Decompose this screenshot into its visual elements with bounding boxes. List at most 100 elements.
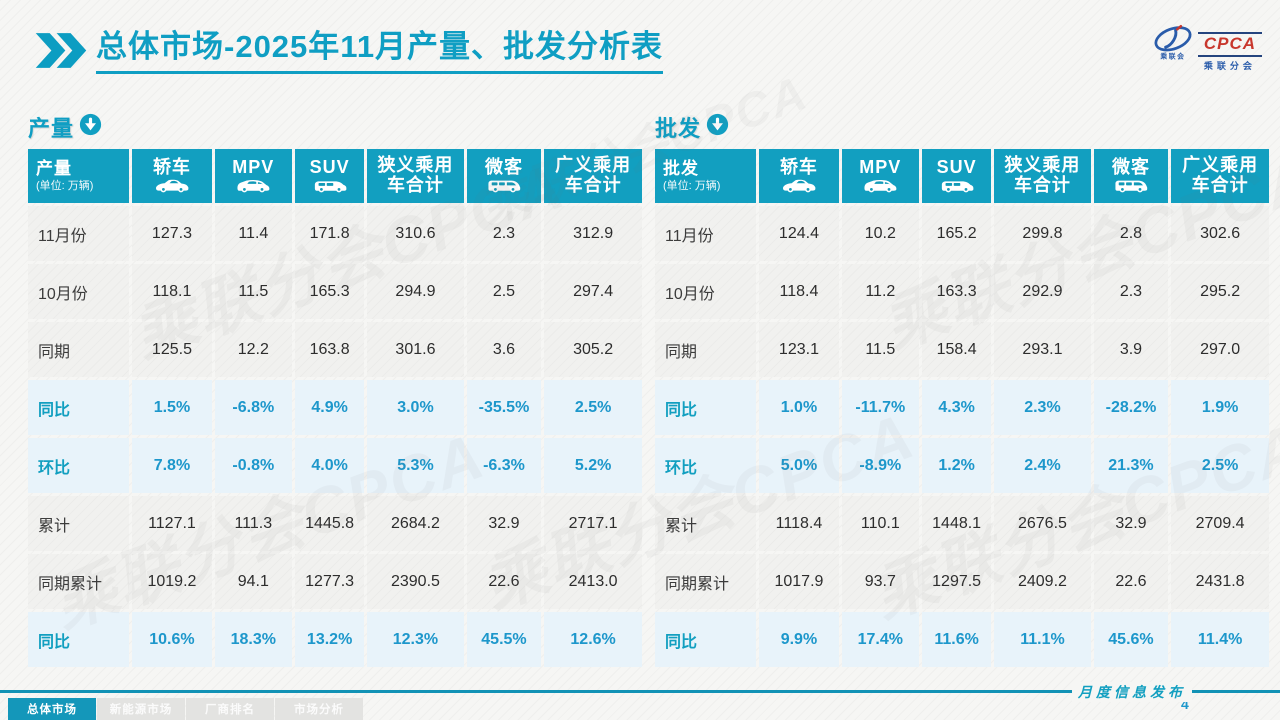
logo-subtitle: 乘联分会	[1203, 60, 1256, 71]
table-cell: 163.8	[295, 322, 365, 377]
table-cell: 32.9	[466, 496, 542, 551]
table-cell: 2717.1	[544, 496, 642, 551]
row-label: 同期累计	[28, 554, 130, 609]
footer-tab-新能源市场[interactable]: 新能源市场	[97, 698, 185, 720]
production-section-label: 产量	[28, 116, 75, 141]
column-header-sedan: 轿车	[132, 149, 212, 203]
table-cell: 4.3%	[922, 380, 992, 435]
table-cell: 3.9	[1093, 322, 1169, 377]
page-title: 总体市场-2025年11月产量、批发分析表	[96, 29, 664, 75]
table-row: 同期 123.1 11.5 158.4 293.1 3.9 297.0	[655, 322, 1269, 377]
column-header-total: 狭义乘用车合计	[367, 149, 464, 203]
column-header-microvan: 微客	[466, 149, 542, 203]
footer-tab-厂商排名[interactable]: 厂商排名	[186, 698, 274, 720]
corner-cell: 批发 (单位: 万辆)	[655, 149, 757, 203]
table-cell: 10.6%	[132, 612, 212, 667]
production-table: 产量 (单位: 万辆) 轿车 MPV SUV 狭义乘用车合计 微客 广义乘用车合计 11月…	[25, 146, 645, 670]
table-cell: 2684.2	[367, 496, 464, 551]
wholesale-table: 批发 (单位: 万辆) 轿车 MPV SUV 狭义乘用车合计 微客 广义乘用车合计 11月…	[652, 146, 1272, 670]
table-row: 同比 9.9% 17.4% 11.6% 11.1% 45.6% 11.4%	[655, 612, 1269, 667]
table-cell: 11.2	[841, 264, 920, 319]
table-row: 同期累计 1017.9 93.7 1297.5 2409.2 22.6 2431.8	[655, 554, 1269, 609]
column-label: 狭义乘用车合计	[1004, 155, 1081, 195]
table-cell: 2.4%	[994, 438, 1091, 493]
table-cell: 1118.4	[759, 496, 839, 551]
table-row: 环比 7.8% -0.8% 4.0% 5.3% -6.3% 5.2%	[28, 438, 642, 493]
table-cell: 1.2%	[922, 438, 992, 493]
table-cell: 295.2	[1171, 264, 1269, 319]
cpca-swoosh-icon: 乘联会	[1152, 24, 1194, 67]
table-cell: 5.2%	[544, 438, 642, 493]
corner-cell: 产量 (单位: 万辆)	[28, 149, 130, 203]
table-cell: 3.6	[466, 322, 542, 377]
table-cell: 3.0%	[367, 380, 464, 435]
table-cell: 11.1%	[994, 612, 1091, 667]
footer-divider	[0, 690, 1280, 693]
row-label: 环比	[655, 438, 757, 493]
table-cell: 110.1	[841, 496, 920, 551]
table-cell: 2409.2	[994, 554, 1091, 609]
footer-tab-总体市场[interactable]: 总体市场	[8, 698, 96, 720]
wholesale-section: 批发 批发 (单位: 万辆) 轿车 MPV SUV 狭义乘用车合计 微客 广义乘用车合计 …	[655, 112, 1277, 670]
column-label: 微客	[484, 156, 523, 177]
table-cell: 11.5	[214, 264, 293, 319]
table-cell: 125.5	[132, 322, 212, 377]
table-row: 同比 1.5% -6.8% 4.9% 3.0% -35.5% 2.5%	[28, 380, 642, 435]
column-header-total: 狭义乘用车合计	[994, 149, 1091, 203]
row-label: 累计	[28, 496, 130, 551]
table-cell: 2.5%	[544, 380, 642, 435]
table-cell: 118.4	[759, 264, 839, 319]
footer-note: 月度信息发布	[1072, 682, 1192, 702]
row-label: 环比	[28, 438, 130, 493]
cpca-logo: 乘联会 CPCA 乘联分会	[1152, 24, 1262, 72]
table-cell: 293.1	[994, 322, 1091, 377]
table-cell: 22.6	[466, 554, 542, 609]
table-cell: 111.3	[214, 496, 293, 551]
table-cell: -35.5%	[466, 380, 542, 435]
column-header-suv: SUV	[922, 149, 992, 203]
column-header-mpv: MPV	[214, 149, 293, 203]
table-cell: 1.0%	[759, 380, 839, 435]
table-row: 同期累计 1019.2 94.1 1277.3 2390.5 22.6 2413.0	[28, 554, 642, 609]
column-label: 广义乘用车合计	[555, 155, 632, 195]
table-cell: 12.6%	[544, 612, 642, 667]
column-label: SUV	[309, 156, 350, 177]
table-cell: 12.3%	[367, 612, 464, 667]
table-cell: 118.1	[132, 264, 212, 319]
row-label: 同期	[655, 322, 757, 377]
table-cell: 2676.5	[994, 496, 1091, 551]
column-header-sedan: 轿车	[759, 149, 839, 203]
table-row: 11月份 124.4 10.2 165.2 299.8 2.8 302.6	[655, 206, 1269, 261]
table-cell: -28.2%	[1093, 380, 1169, 435]
corner-title: 产量	[36, 158, 72, 178]
table-cell: 292.9	[994, 264, 1091, 319]
header-row: 批发 (单位: 万辆) 轿车 MPV SUV 狭义乘用车合计 微客 广义乘用车合计	[655, 149, 1269, 203]
sedan-icon	[132, 178, 211, 194]
row-label: 同比	[28, 380, 130, 435]
table-cell: 305.2	[544, 322, 642, 377]
microvan-icon	[1094, 178, 1168, 194]
table-cell: 7.8%	[132, 438, 212, 493]
circle-down-arrow-icon	[79, 113, 102, 141]
page-number: 4	[1181, 696, 1189, 712]
table-row: 10月份 118.4 11.2 163.3 292.9 2.3 295.2	[655, 264, 1269, 319]
microvan-icon	[467, 178, 541, 194]
row-label: 10月份	[28, 264, 130, 319]
row-label: 同比	[655, 380, 757, 435]
row-label: 10月份	[655, 264, 757, 319]
corner-title: 批发	[663, 158, 699, 178]
table-cell: -6.3%	[466, 438, 542, 493]
header-row: 产量 (单位: 万辆) 轿车 MPV SUV 狭义乘用车合计 微客 广义乘用车合计	[28, 149, 642, 203]
table-cell: 163.3	[922, 264, 992, 319]
footer-tab-市场分析[interactable]: 市场分析	[275, 698, 363, 720]
double-chevron-icon	[34, 32, 88, 74]
table-cell: 2.5	[466, 264, 542, 319]
row-label: 11月份	[28, 206, 130, 261]
table-cell: 9.9%	[759, 612, 839, 667]
table-cell: 1277.3	[295, 554, 365, 609]
table-cell: 1.5%	[132, 380, 212, 435]
column-label: 广义乘用车合计	[1182, 155, 1259, 195]
table-cell: 165.3	[295, 264, 365, 319]
table-cell: 32.9	[1093, 496, 1169, 551]
table-cell: 297.4	[544, 264, 642, 319]
